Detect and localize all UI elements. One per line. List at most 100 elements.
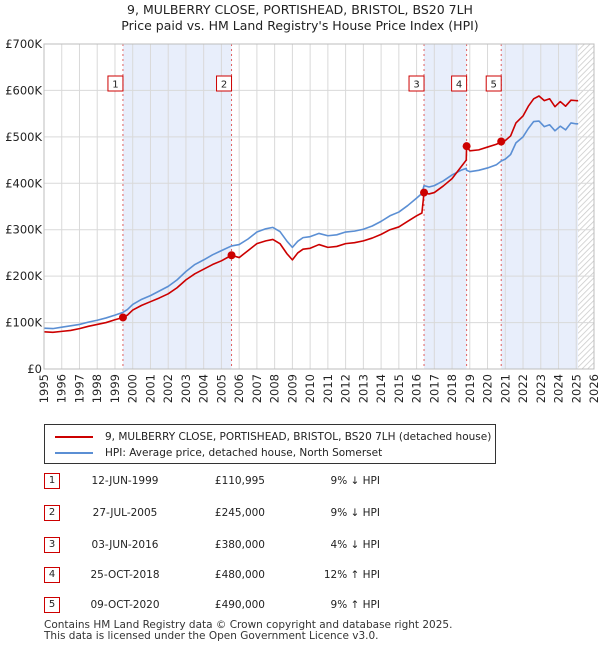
sale-hpi-delta: 9% ↓ HPI: [330, 507, 380, 519]
legend: 9, MULBERRY CLOSE, PORTISHEAD, BRISTOL, …: [44, 424, 496, 464]
x-tick-label: 2007: [250, 374, 264, 403]
sale-row: 5 09-OCT-2020 £490,000 9% ↑ HPI: [0, 594, 600, 616]
chart-title: 9, MULBERRY CLOSE, PORTISHEAD, BRISTOL, …: [127, 2, 473, 17]
sale-label-text: 2: [221, 80, 227, 91]
x-tick-label: 2016: [410, 374, 424, 403]
sale-label-text: 4: [456, 80, 462, 91]
chart-subtitle: Price paid vs. HM Land Registry's House …: [121, 18, 479, 33]
footer-line-licence: This data is licensed under the Open Gov…: [44, 630, 379, 642]
sale-price: £480,000: [214, 569, 265, 581]
x-tick-label: 2022: [516, 374, 530, 403]
sale-points: [118, 137, 506, 322]
x-tick-label: 2008: [268, 374, 282, 403]
sale-number-badge: 2: [44, 505, 60, 521]
sale-row: 4 25-OCT-2018 £480,000 12% ↑ HPI: [0, 564, 600, 586]
property-series-line: [43, 95, 579, 334]
x-tick-label: 2026: [587, 374, 600, 403]
sale-date: 03-JUN-2016: [91, 539, 159, 551]
axis-labels: £0 £100K £200K £300K £400K £500K £600K £700K 199…: [5, 37, 600, 403]
sale-labels: 1 2 3 4 5: [107, 75, 502, 92]
x-tick-label: 2009: [285, 374, 299, 403]
x-tick-label: 1999: [108, 374, 122, 403]
sale-number-badge: 3: [44, 537, 60, 553]
y-tick-label: £300K: [5, 223, 42, 237]
x-tick-label: 2015: [392, 374, 406, 403]
x-tick-label: 2017: [427, 374, 441, 403]
x-tick-label: 2014: [374, 374, 388, 403]
x-tick-label: 2013: [356, 374, 370, 403]
shaded-ranges: [122, 44, 594, 369]
x-tick-label: 2020: [481, 374, 495, 403]
sale-label-box: [107, 75, 124, 92]
y-tick-label: £400K: [5, 176, 42, 190]
shaded-range: [122, 44, 232, 369]
sale-price: £110,995: [214, 475, 265, 487]
sale-row: 1 12-JUN-1999 £110,995 9% ↓ HPI: [0, 470, 600, 492]
sale-date: 25-OCT-2018: [90, 569, 160, 581]
series-lines: [43, 95, 579, 334]
x-tick-label: 2023: [534, 374, 548, 403]
x-tick-label: 2002: [161, 374, 175, 403]
x-tick-label: 2011: [321, 374, 335, 403]
x-tick-label: 2000: [126, 374, 140, 403]
sale-label-text: 3: [413, 80, 419, 91]
x-tick-label: 2018: [445, 374, 459, 403]
x-tick-label: 2006: [232, 374, 246, 403]
x-tick-label: 2025: [569, 374, 583, 403]
x-tick-label: 1997: [72, 374, 86, 403]
sale-point: [118, 313, 127, 322]
sale-hpi-delta: 12% ↑ HPI: [323, 569, 380, 581]
price-chart: 1 2 3 4 5 £0 £100K £200K £300K £400K £500K £600K £7…: [5, 37, 600, 403]
legend-item-property: 9, MULBERRY CLOSE, PORTISHEAD, BRISTOL, …: [55, 429, 491, 445]
sale-point: [462, 142, 471, 151]
footer-credits: Contains HM Land Registry data © Crown c…: [44, 620, 452, 642]
sale-label-box: [216, 75, 233, 92]
x-tick-label: 2024: [552, 374, 566, 403]
sale-price: £490,000: [214, 599, 265, 611]
sale-hpi-delta: 9% ↑ HPI: [330, 599, 380, 611]
x-tick-label: 2019: [463, 374, 477, 403]
x-tick-label: 2010: [303, 374, 317, 403]
x-tick-label: 2003: [179, 374, 193, 403]
y-tick-label: £200K: [5, 269, 42, 283]
shaded-range: [501, 44, 579, 369]
x-tick-label: 2012: [339, 374, 353, 403]
hatched-future-region: [578, 44, 594, 369]
sale-hpi-delta: 4% ↓ HPI: [330, 539, 380, 551]
footer-line-copyright: Contains HM Land Registry data © Crown c…: [44, 619, 453, 631]
x-tick-label: 2004: [197, 374, 211, 403]
sale-date: 12-JUN-1999: [91, 475, 159, 487]
x-tick-label: 2005: [214, 374, 228, 403]
sale-date: 27-JUL-2005: [92, 507, 158, 519]
hpi-series-line: [43, 120, 579, 330]
sale-row: 2 27-JUL-2005 £245,000 9% ↓ HPI: [0, 502, 600, 524]
sale-label-text: 5: [491, 80, 497, 91]
y-tick-label: £500K: [5, 130, 42, 144]
x-tick-label: 2001: [143, 374, 157, 403]
sale-price: £380,000: [214, 539, 265, 551]
legend-item-hpi: HPI: Average price, detached house, Nort…: [55, 445, 382, 461]
x-tick-label: 1995: [37, 374, 51, 403]
y-tick-label: £100K: [5, 316, 42, 330]
sale-number-badge: 1: [44, 473, 60, 489]
chart-title-block: 9, MULBERRY CLOSE, PORTISHEAD, BRISTOL, …: [0, 2, 600, 34]
sale-label-box: [408, 75, 425, 92]
plot-frame: [43, 43, 595, 370]
legend-swatch-property: [55, 436, 93, 438]
x-tick-label: 1996: [55, 374, 69, 403]
x-tick-label: 2021: [498, 374, 512, 403]
y-tick-label: £0: [27, 362, 42, 376]
legend-label-hpi: HPI: Average price, detached house, Nort…: [105, 447, 383, 459]
legend-swatch-hpi: [55, 452, 93, 454]
sale-point: [420, 188, 429, 197]
sale-row: 3 03-JUN-2016 £380,000 4% ↓ HPI: [0, 534, 600, 556]
sale-date: 09-OCT-2020: [90, 599, 160, 611]
y-tick-label: £700K: [5, 37, 42, 51]
sale-label-text: 1: [112, 80, 118, 91]
sale-price: £245,000: [214, 507, 265, 519]
sale-number-badge: 5: [44, 597, 60, 613]
sale-point: [227, 251, 236, 260]
sale-label-box: [485, 75, 502, 92]
sale-point: [497, 137, 506, 146]
shaded-range: [424, 44, 467, 369]
